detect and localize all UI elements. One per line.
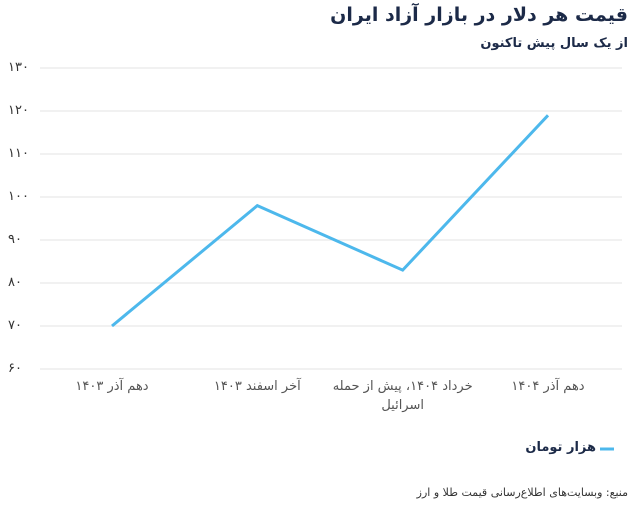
x-tick-label: دهم آذر ۱۴۰۴	[511, 379, 585, 394]
y-tick-label: ۶۰	[8, 360, 22, 376]
y-tick-label: ۹۰	[8, 231, 22, 247]
chart-subtitle: از یک سال پیش تاکنون	[480, 36, 628, 51]
y-tick-label: ۱۳۰	[8, 59, 29, 75]
y-tick-label: ۱۱۰	[8, 145, 29, 161]
source-note: منبع: وبسایت‌های اطلاع‌رسانی قیمت طلا و …	[416, 486, 628, 499]
legend-label: هزار تومان	[525, 440, 596, 455]
data-line	[111, 114, 550, 328]
x-tick-label: خرداد ۱۴۰۴، پیش از حمله اسرائیل	[332, 379, 473, 413]
chart-title: قیمت هر دلار در بازار آزاد ایران	[330, 4, 628, 26]
x-tick-label: دهم آذر ۱۴۰۳	[75, 379, 149, 394]
x-tick-label: آخر اسفند ۱۴۰۳	[213, 379, 301, 394]
y-tick-label: ۸۰	[8, 274, 22, 290]
y-tick-label: ۷۰	[8, 317, 22, 333]
y-tick-label: ۱۲۰	[8, 102, 29, 118]
y-tick-label: ۱۰۰	[8, 188, 29, 204]
